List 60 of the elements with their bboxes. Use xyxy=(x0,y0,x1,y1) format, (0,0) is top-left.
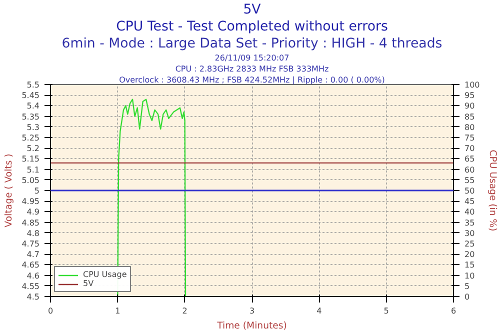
y2-tick-label: 20 xyxy=(464,250,475,260)
y-tick-label: 5.3 xyxy=(26,122,40,132)
y-tick-label: 4.75 xyxy=(22,240,40,248)
y2-tick-label: 50 xyxy=(464,186,475,196)
y2-tick-label: 85 xyxy=(464,112,475,122)
y2-tick-label: 5 xyxy=(464,282,470,291)
y-tick-label: 4.5 xyxy=(26,292,40,302)
y2-axis-title: CPU Usage (in %) xyxy=(486,150,498,232)
y2-tick-label: 45 xyxy=(464,197,475,206)
y2-tick-label: 10 xyxy=(464,271,475,280)
y-tick-label: 4.95 xyxy=(22,197,40,206)
y-tick-label: 4.9 xyxy=(26,208,40,217)
y-tick-label: 4.65 xyxy=(22,260,40,270)
y-tick-label: 4.8 xyxy=(26,228,40,238)
x-tick-label: 4 xyxy=(316,306,322,316)
y-tick-label: 5.4 xyxy=(26,102,40,111)
text: 6min - Mode : Large Data Set - Priority : HIGH - 4 threads xyxy=(62,36,442,52)
y-tick-label: 5.05 xyxy=(22,176,40,185)
y-tick-label: 5.5 xyxy=(26,80,40,90)
y-tick-label: 4.85 xyxy=(22,218,40,228)
y-tick-label: 5.15 xyxy=(22,154,40,164)
y-tick-label: 5.35 xyxy=(22,112,40,122)
y2-tick-label: 100 xyxy=(464,80,480,90)
y2-tick-label: 70 xyxy=(464,144,475,154)
chart-title: 5V xyxy=(243,2,261,18)
x-tick-label: 5 xyxy=(384,306,389,316)
legend-label: 5V xyxy=(83,279,95,288)
y-axis-title: Voltage ( Volts ) xyxy=(4,154,15,228)
x-tick-label: 1 xyxy=(115,306,120,316)
y-tick-label: 5.25 xyxy=(22,134,40,142)
y2-tick-label: 55 xyxy=(464,176,475,185)
y2-tick-label: 25 xyxy=(464,240,475,248)
x-axis-title: Time (Minutes) xyxy=(216,320,287,332)
y2-tick-label: 15 xyxy=(464,260,475,270)
y2-tick-label: 0 xyxy=(464,292,470,302)
y2-tick-label: 65 xyxy=(464,154,475,164)
y2-tick-label: 60 xyxy=(464,165,475,174)
x-tick-label: 0 xyxy=(48,306,54,316)
y-tick-label: 4.6 xyxy=(26,271,40,280)
y-tick-label: 4.7 xyxy=(26,250,40,260)
chart-subtitle: CPU Test - Test Completed without errors xyxy=(116,20,388,34)
x-tick-label: 2 xyxy=(182,306,188,316)
text: Overclock : 3608.43 MHz ; FSB 424.52MHz | Ripple : 0.00 ( 0.00%) xyxy=(119,76,385,84)
text: CPU : 2.83GHz 2833 MHz FSB 333MHz xyxy=(175,64,329,74)
y2-tick-label: 75 xyxy=(464,134,475,142)
y2-tick-label: 40 xyxy=(464,208,475,217)
y-tick-label: 5.45 xyxy=(22,91,40,100)
y-tick-label: 4.55 xyxy=(22,282,40,291)
y-tick-label: 5.1 xyxy=(26,165,40,174)
y2-tick-label: 35 xyxy=(464,218,475,228)
x-tick-label: 6 xyxy=(450,306,456,316)
y-tick-label: 5 xyxy=(34,186,40,196)
x-tick-label: 3 xyxy=(249,306,255,316)
y2-tick-label: 90 xyxy=(464,102,475,111)
text: 26/11/09 15:20:07 xyxy=(214,54,290,62)
y-tick-label: 5.2 xyxy=(26,144,40,154)
y2-tick-label: 30 xyxy=(464,228,475,238)
y2-tick-label: 80 xyxy=(464,122,475,132)
y2-tick-label: 95 xyxy=(464,91,475,100)
legend-label: CPU Usage xyxy=(83,270,127,279)
